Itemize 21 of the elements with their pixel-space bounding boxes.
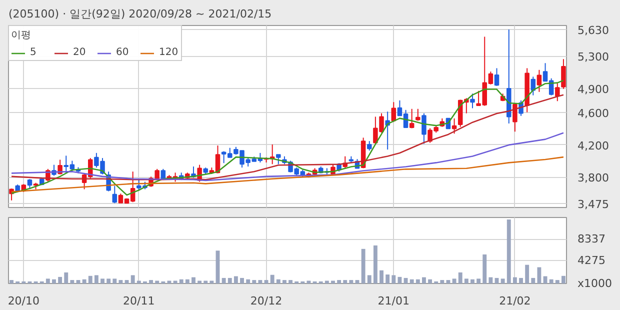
y-tick-label: 4,900 [578, 82, 609, 96]
y-tick-label: 3,800 [578, 172, 609, 185]
y-tick-label: 3,475 [578, 198, 609, 211]
y-tick-label: 4,200 [578, 139, 609, 152]
y-tick-label: 4275 [578, 254, 606, 268]
x-tick-label: 21/01 [378, 294, 410, 308]
legend-label: 120 [159, 47, 179, 58]
x-tick-label: 20/11 [123, 294, 155, 308]
y-tick-label: 8337 [578, 232, 606, 246]
legend-label: 60 [116, 47, 130, 58]
x-tick-label: 20/12 [250, 294, 282, 308]
legend-label: 20 [73, 47, 87, 58]
legend-label: 5 [30, 47, 38, 58]
x-tick-label: 21/02 [499, 294, 531, 308]
legend-title: 이평 [11, 29, 32, 42]
y-tick-label: 5,630 [578, 24, 609, 38]
x-tick-label: 20/10 [8, 294, 40, 308]
y-tick-label: 5,300 [578, 50, 609, 64]
y-tick-label: x1000 [578, 277, 612, 290]
chart-title: (205100) · 일간(92일) 2020/09/28 ~ 2021/02/15 [8, 8, 272, 20]
y-tick-label: 4,600 [578, 107, 609, 120]
